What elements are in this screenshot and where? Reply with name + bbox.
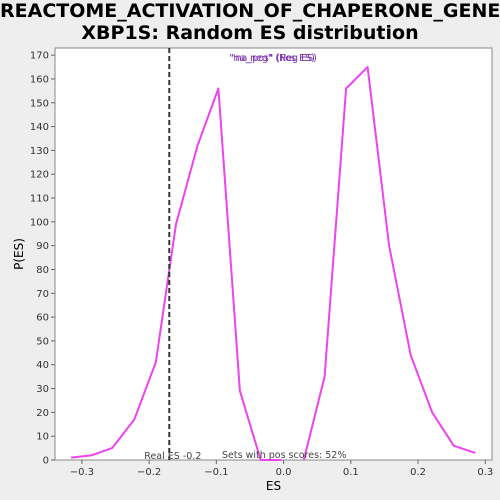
x-axis-label: ES: [266, 479, 281, 493]
pos-scores-annotation: Sets with pos scores: 52%: [222, 450, 346, 461]
y-tick-label: 150: [30, 98, 49, 109]
series-line-na_pos: [302, 66, 476, 461]
y-tick-label: 120: [30, 170, 49, 181]
real-es-label: Real ES -0.2: [144, 451, 201, 462]
y-tick-label: 170: [30, 51, 49, 62]
y-tick-label: 20: [36, 408, 49, 419]
x-tick-label: 0.1: [343, 467, 359, 478]
x-tick-label: 0.2: [410, 467, 426, 478]
y-tick-label: 30: [36, 384, 49, 395]
y-tick-label: 70: [36, 289, 49, 300]
x-tick-label: 0.0: [276, 467, 292, 478]
y-axis: 0 10 20 30 40 50 60 70 80 90 100 110 120 130 140 150 160…: [30, 51, 55, 467]
y-tick-label: 140: [30, 122, 49, 133]
y-axis-label: P(ES): [12, 238, 26, 270]
x-tick-label: −0.1: [204, 467, 228, 478]
y-tick-label: 110: [30, 194, 49, 205]
y-tick-label: 0: [43, 456, 49, 467]
y-tick-label: 100: [30, 217, 49, 228]
x-axis: −0.3 −0.2 −0.1 0.0 0.1 0.2 0.3: [70, 460, 493, 478]
x-tick-label: −0.2: [137, 467, 161, 478]
y-tick-label: 130: [30, 146, 49, 157]
y-tick-label: 160: [30, 74, 49, 85]
x-tick-label: −0.3: [70, 467, 94, 478]
series-line-na_neg: [70, 87, 282, 461]
y-tick-label: 80: [36, 265, 49, 276]
y-tick-label: 40: [36, 360, 49, 371]
y-tick-label: 10: [36, 432, 49, 443]
y-tick-label: 90: [36, 241, 49, 252]
chart-title: REACTOME_ACTIVATION_OF_CHAPERONE_GENES_B…: [0, 0, 500, 44]
series-layer: [70, 66, 476, 461]
y-tick-label: 50: [36, 336, 49, 347]
legend-entry-neg: "na_neg" (Neg ES): [229, 53, 317, 64]
y-tick-label: 60: [36, 313, 49, 324]
legend-entry-pos: "na_pos" (Pos ES): [231, 53, 315, 64]
x-tick-label: 0.3: [477, 467, 493, 478]
